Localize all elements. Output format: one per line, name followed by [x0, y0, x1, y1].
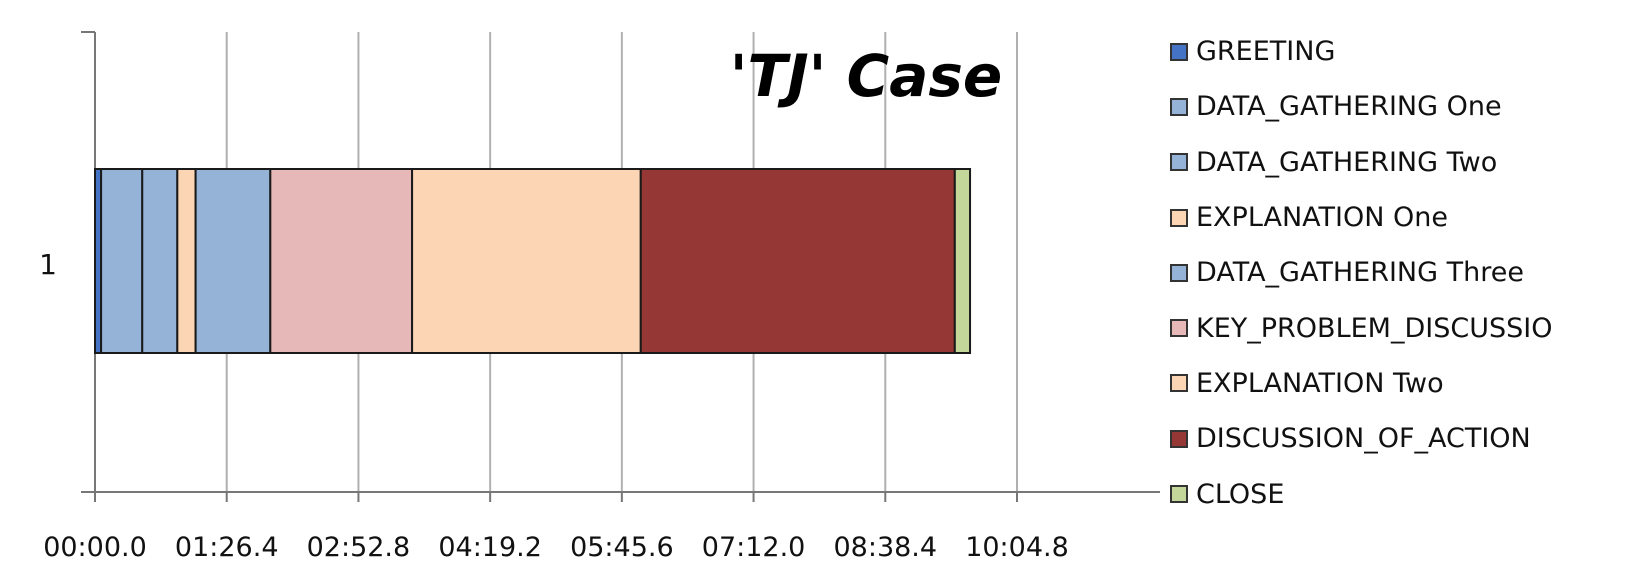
- legend-item: CLOSE: [1170, 466, 1642, 521]
- legend-swatch: [1170, 42, 1188, 61]
- legend-label: DATA_GATHERING One: [1196, 91, 1502, 123]
- legend-swatch: [1170, 374, 1188, 393]
- legend-item: KEY_PROBLEM_DISCUSSIO: [1170, 300, 1642, 355]
- legend-swatch: [1170, 429, 1188, 448]
- category-label: 1: [39, 248, 57, 281]
- x-tick-label: 05:45.6: [570, 532, 674, 563]
- legend-item: DATA_GATHERING Two: [1170, 135, 1642, 190]
- legend-swatch: [1170, 97, 1188, 116]
- bar-segment: [639, 168, 956, 354]
- legend-item: GREETING: [1170, 24, 1642, 79]
- x-tick-label: 04:19.2: [438, 532, 542, 563]
- bar-segment: [953, 168, 972, 354]
- legend-item: EXPLANATION One: [1170, 190, 1642, 245]
- legend-swatch: [1170, 153, 1188, 172]
- chart-title: 'TJ' Case: [730, 42, 1002, 110]
- legend-item: DATA_GATHERING Three: [1170, 245, 1642, 300]
- x-tick-label: 07:12.0: [702, 532, 806, 563]
- x-tick-label: 02:52.8: [307, 532, 411, 563]
- legend-label: DATA_GATHERING Three: [1196, 257, 1524, 289]
- chart-legend: GREETING DATA_GATHERING One DATA_GATHERING…: [1170, 24, 1642, 522]
- axes: [81, 31, 1160, 502]
- bar-segments: [94, 168, 972, 354]
- legend-swatch: [1170, 485, 1188, 504]
- legend-label: EXPLANATION Two: [1196, 367, 1444, 399]
- legend-swatch: [1170, 319, 1188, 338]
- x-tick-label: 08:38.4: [833, 532, 937, 563]
- legend-label: DATA_GATHERING Two: [1196, 146, 1498, 178]
- legend-item: EXPLANATION Two: [1170, 356, 1642, 411]
- bar-segment: [194, 168, 272, 354]
- legend-swatch: [1170, 208, 1188, 227]
- bar-segment: [411, 168, 642, 354]
- legend-label: KEY_PROBLEM_DISCUSSIO: [1196, 312, 1553, 344]
- legend-label: DISCUSSION_OF_ACTION: [1196, 423, 1531, 455]
- bar-segment: [141, 168, 179, 354]
- legend-label: GREETING: [1196, 36, 1336, 68]
- bar-segment: [100, 168, 144, 354]
- chart-plot: 00:00.0 01:26.4 02:52.8 04:19.2 05:45.6 07:12…: [39, 31, 1160, 563]
- legend-item: DISCUSSION_OF_ACTION: [1170, 411, 1642, 466]
- x-tick-label: 10:04.8: [965, 532, 1069, 563]
- legend-label: CLOSE: [1196, 478, 1285, 510]
- x-tick-label: 00:00.0: [43, 532, 147, 563]
- legend-label: EXPLANATION One: [1196, 202, 1449, 234]
- bar-segment: [176, 168, 197, 354]
- x-tick-label: 01:26.4: [175, 532, 279, 563]
- x-tick-labels: 00:00.0 01:26.4 02:52.8 04:19.2 05:45.6 07:12…: [43, 532, 1069, 563]
- bar-segment: [269, 168, 414, 354]
- legend-item: DATA_GATHERING One: [1170, 79, 1642, 134]
- legend-swatch: [1170, 263, 1188, 282]
